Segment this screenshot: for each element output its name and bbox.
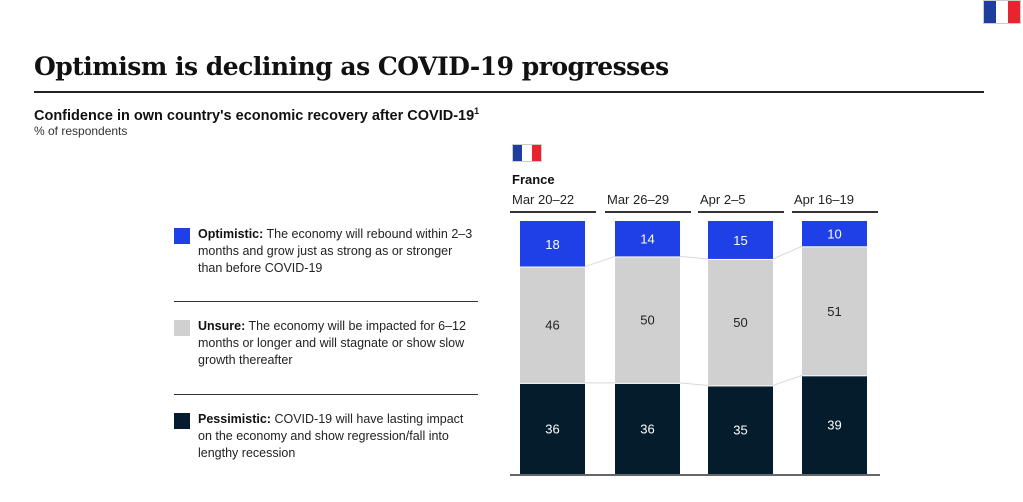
bar-segment-optimistic — [615, 221, 680, 257]
bar-segment-unsure — [520, 267, 585, 383]
category-underline — [698, 211, 784, 213]
connector-line — [772, 374, 803, 386]
unit-note: % of respondents — [34, 124, 128, 138]
subtitle-text: Confidence in own country's economic rec… — [34, 107, 475, 124]
footnote-marker: 1 — [474, 106, 480, 116]
data-label: 39 — [827, 418, 841, 433]
bar-segment-unsure — [708, 259, 773, 386]
country-label: France — [512, 172, 555, 187]
data-label: 15 — [733, 233, 747, 248]
connector-line — [584, 255, 616, 268]
data-label: 14 — [640, 232, 654, 247]
category-underline — [510, 211, 596, 213]
data-label: 51 — [827, 304, 841, 319]
connector-line — [679, 382, 709, 386]
legend-swatch-pessimistic — [174, 413, 190, 429]
title-divider — [34, 91, 984, 93]
bar-segment-pessimistic — [615, 383, 680, 474]
connector-line — [679, 255, 709, 260]
france-flag-icon — [512, 144, 542, 162]
bar-segment-pessimistic — [520, 383, 585, 474]
corner-flag-icon — [983, 0, 1021, 24]
legend-pessimistic: Pessimistic: COVID-19 will have lasting … — [174, 411, 478, 471]
connector-line — [772, 245, 803, 260]
data-label: 36 — [545, 421, 559, 436]
data-label: 50 — [733, 315, 747, 330]
legend-divider — [174, 301, 478, 302]
category-label: Apr 16–19 — [794, 192, 854, 207]
bar-segment-pessimistic — [802, 376, 867, 474]
legend-label: Pessimistic: — [198, 412, 271, 426]
legend-swatch-optimistic — [174, 228, 190, 244]
bar-segment-unsure — [802, 247, 867, 376]
data-label: 35 — [733, 423, 747, 438]
category-label: Mar 20–22 — [512, 192, 575, 207]
category-label: Apr 2–5 — [700, 192, 746, 207]
bar-segment-optimistic — [708, 221, 773, 259]
bar-segment-unsure — [615, 257, 680, 383]
page-title: Optimism is declining as COVID-19 progre… — [34, 52, 669, 81]
bar-segment-optimistic — [802, 221, 867, 247]
legend-divider — [174, 394, 478, 395]
category-underline — [792, 211, 878, 213]
data-label: 10 — [827, 227, 841, 242]
data-label: 36 — [640, 421, 654, 436]
bar-segment-optimistic — [520, 221, 585, 267]
legend-optimistic: Optimistic: The economy will rebound wit… — [174, 226, 478, 298]
category-underline — [605, 211, 691, 213]
legend-label: Optimistic: — [198, 227, 264, 241]
bar-segment-pessimistic — [708, 386, 773, 474]
category-label: Mar 26–29 — [607, 192, 670, 207]
data-label: 46 — [545, 318, 559, 333]
chart-subtitle: Confidence in own country's economic rec… — [34, 106, 479, 124]
legend-swatch-unsure — [174, 320, 190, 336]
legend-unsure: Unsure: The economy will be impacted for… — [174, 318, 478, 378]
legend-text: COVID-19 will have lasting impact on the… — [198, 412, 464, 460]
data-label: 50 — [640, 313, 654, 328]
legend-label: Unsure: — [198, 319, 246, 333]
legend-text: The economy will be impacted for 6–12 mo… — [198, 319, 466, 367]
data-label: 18 — [545, 237, 559, 252]
legend-text: The economy will rebound within 2–3 mont… — [198, 227, 473, 275]
